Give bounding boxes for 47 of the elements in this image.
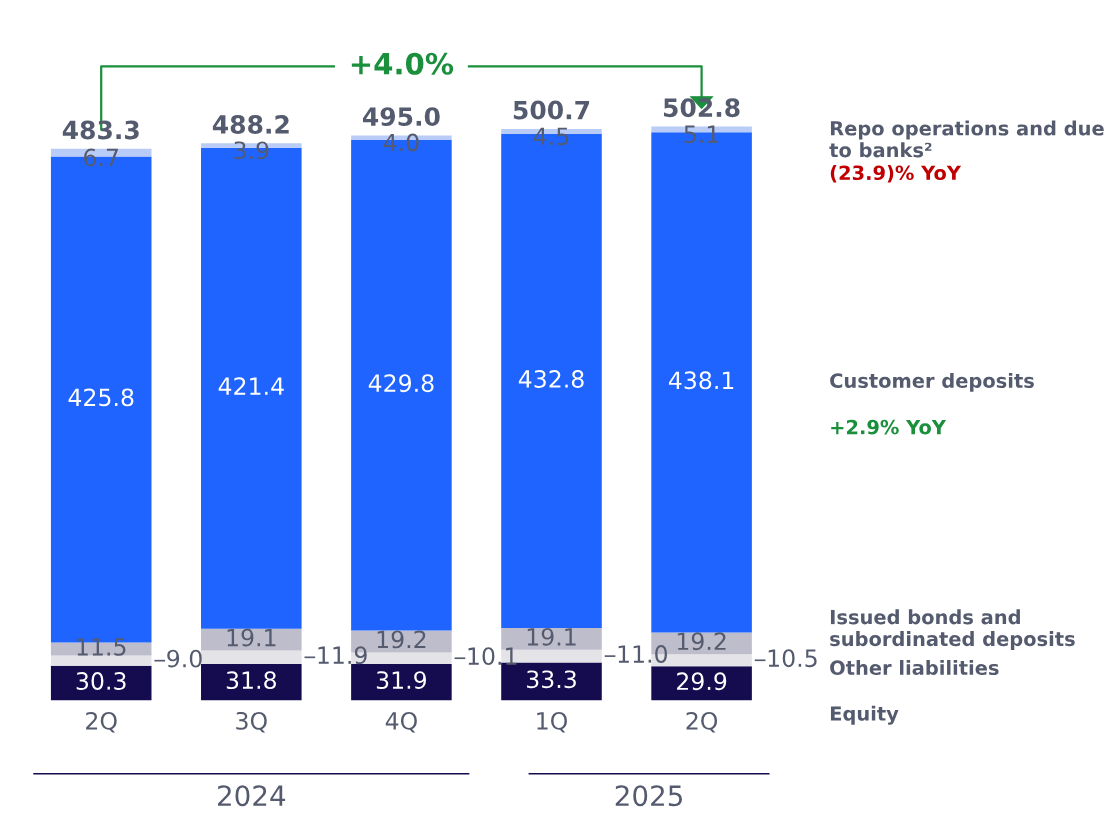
data-label: 19.1: [527, 627, 576, 646]
text: Repo operations and due to banks²: [829, 120, 1104, 158]
data-label: 438.1: [668, 371, 734, 390]
data-label: 10.5: [768, 649, 817, 668]
text: 2024: [217, 785, 286, 807]
data-label: 425.8: [68, 388, 134, 407]
bar: [201, 650, 302, 665]
text: +4.0%: [351, 52, 454, 75]
data-label: 19.2: [377, 630, 426, 649]
x-tick-label: 2Q: [86, 711, 117, 733]
data-label: 30.3: [76, 672, 126, 690]
data-label: 33.3: [527, 670, 576, 689]
text: Customer deposits: [830, 372, 1034, 392]
bar: [50, 655, 152, 666]
x-tick-label: 4Q: [385, 711, 417, 733]
text: Issued bonds and subordinated deposits: [830, 609, 1075, 650]
x-tick-label: 3Q: [236, 711, 267, 733]
bar: [50, 665, 152, 701]
bar: [651, 666, 752, 701]
data-label: 19.1: [227, 628, 276, 647]
x-tick-label: 2Q: [686, 711, 718, 733]
text: Equity: [830, 705, 899, 725]
data-label: 9.0: [167, 649, 202, 668]
total-label: 488.2: [212, 115, 289, 134]
text: 2025: [615, 785, 682, 807]
data-label: 19.2: [677, 632, 726, 651]
total-label: 495.0: [362, 107, 440, 127]
text: +2.9% YoY: [831, 419, 947, 435]
data-label: 432.8: [518, 370, 584, 388]
data-label: 31.8: [226, 671, 276, 690]
x-tick-label: 1Q: [537, 711, 567, 733]
data-label: 421.4: [218, 377, 284, 395]
text: (23.9)% YoY: [830, 165, 962, 183]
data-label: 29.9: [677, 672, 727, 691]
bar: [201, 628, 302, 651]
data-label: 429.8: [368, 374, 434, 393]
total-label: 500.7: [513, 100, 590, 120]
data-label: 31.9: [376, 671, 427, 690]
bar: [201, 664, 302, 701]
total-label: 502.8: [663, 98, 740, 118]
total-label: 483.3: [62, 120, 139, 140]
data-label: 11.9: [318, 646, 367, 665]
data-label: 10.1: [468, 647, 517, 666]
data-label: 11.0: [618, 645, 668, 663]
bar: [351, 663, 452, 701]
text: Other liabilities: [830, 660, 999, 676]
data-label: 11.5: [77, 638, 126, 656]
